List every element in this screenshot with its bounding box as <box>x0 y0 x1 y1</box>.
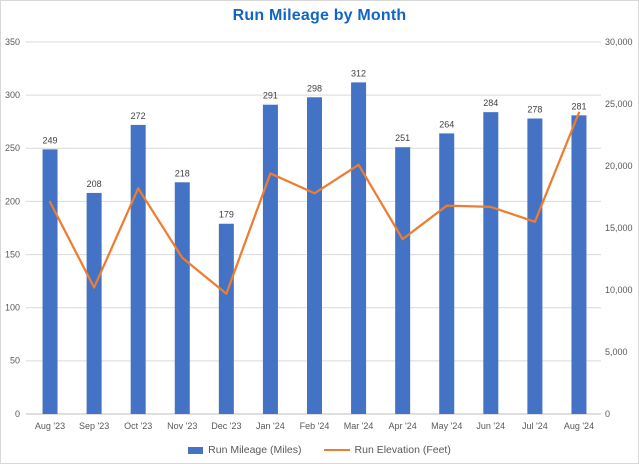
mileage-bar <box>439 133 455 415</box>
x-axis-category-label: Feb '24 <box>300 421 330 431</box>
y-axis-right-tick-label: 0 <box>605 409 610 419</box>
bar-data-label: 298 <box>307 83 322 93</box>
x-axis-category-label: Mar '24 <box>344 421 374 431</box>
x-axis-category-label: Jan '24 <box>256 421 285 431</box>
x-axis-category-label: Jun '24 <box>476 421 505 431</box>
mileage-bar <box>174 182 190 414</box>
x-axis-category-label: Oct '23 <box>124 421 152 431</box>
mileage-bar <box>307 97 322 415</box>
legend-item-mileage: Run Mileage (Miles) <box>188 444 302 456</box>
x-axis-category-label: Nov '23 <box>167 421 197 431</box>
legend-label-elevation: Run Elevation (Feet) <box>354 444 451 456</box>
y-axis-right-tick-label: 15,000 <box>605 223 633 233</box>
y-axis-left-tick-label: 50 <box>10 356 20 366</box>
y-axis-left-tick-label: 250 <box>5 143 20 153</box>
y-axis-left-tick-label: 350 <box>5 37 20 47</box>
mileage-bar <box>42 149 58 414</box>
x-axis-category-label: Aug '23 <box>35 421 65 431</box>
y-axis-right-tick-label: 20,000 <box>605 161 633 171</box>
mileage-bar <box>130 124 146 414</box>
y-axis-right-tick-label: 10,000 <box>605 285 633 295</box>
x-axis-category-label: May '24 <box>431 421 462 431</box>
bar-data-label: 249 <box>43 135 58 145</box>
y-axis-right-tick-label: 5,000 <box>605 347 628 357</box>
y-axis-left-tick-label: 200 <box>5 196 20 206</box>
x-axis-category-label: Aug '24 <box>564 421 594 431</box>
mileage-bar <box>86 192 102 414</box>
y-axis-left-tick-label: 100 <box>5 303 20 313</box>
chart-legend: Run Mileage (Miles) Run Elevation (Feet) <box>1 444 638 456</box>
elevation-line <box>48 111 581 295</box>
mileage-bar <box>483 112 499 415</box>
bar-data-label: 291 <box>263 91 278 101</box>
chart-title: Run Mileage by Month <box>232 7 407 24</box>
bar-data-label: 179 <box>219 210 234 220</box>
y-axis-left-tick-label: 0 <box>15 409 20 419</box>
bar-data-label: 272 <box>131 111 146 121</box>
bar-series-swatch-icon <box>188 446 204 454</box>
legend-label-mileage: Run Mileage (Miles) <box>208 444 302 456</box>
mileage-bar <box>351 82 367 414</box>
mileage-bar <box>571 115 587 414</box>
mileage-bar <box>262 104 278 415</box>
bar-data-label: 208 <box>87 179 102 189</box>
x-axis-category-label: Apr '24 <box>389 421 417 431</box>
bar-data-label: 264 <box>439 119 454 129</box>
bar-data-label: 312 <box>351 68 366 78</box>
y-axis-right-tick-label: 25,000 <box>605 99 633 109</box>
bar-data-label: 218 <box>175 168 190 178</box>
y-axis-left-tick-label: 150 <box>5 249 20 259</box>
mileage-bar <box>527 118 543 415</box>
mileage-bar <box>218 223 234 414</box>
y-axis-right-tick-label: 30,000 <box>605 37 633 47</box>
legend-item-elevation: Run Elevation (Feet) <box>323 444 451 456</box>
x-axis-category-label: Sep '23 <box>79 421 109 431</box>
x-axis-category-label: Dec '23 <box>211 421 241 431</box>
bar-data-label: 281 <box>571 101 586 111</box>
bar-data-label: 251 <box>395 133 410 143</box>
mileage-bar <box>395 147 411 415</box>
line-series-swatch-icon <box>323 448 350 452</box>
x-axis-category-label: Jul '24 <box>522 421 548 431</box>
bar-data-label: 278 <box>527 105 542 115</box>
y-axis-left-tick-label: 300 <box>5 90 20 100</box>
bar-data-label: 284 <box>483 98 498 108</box>
